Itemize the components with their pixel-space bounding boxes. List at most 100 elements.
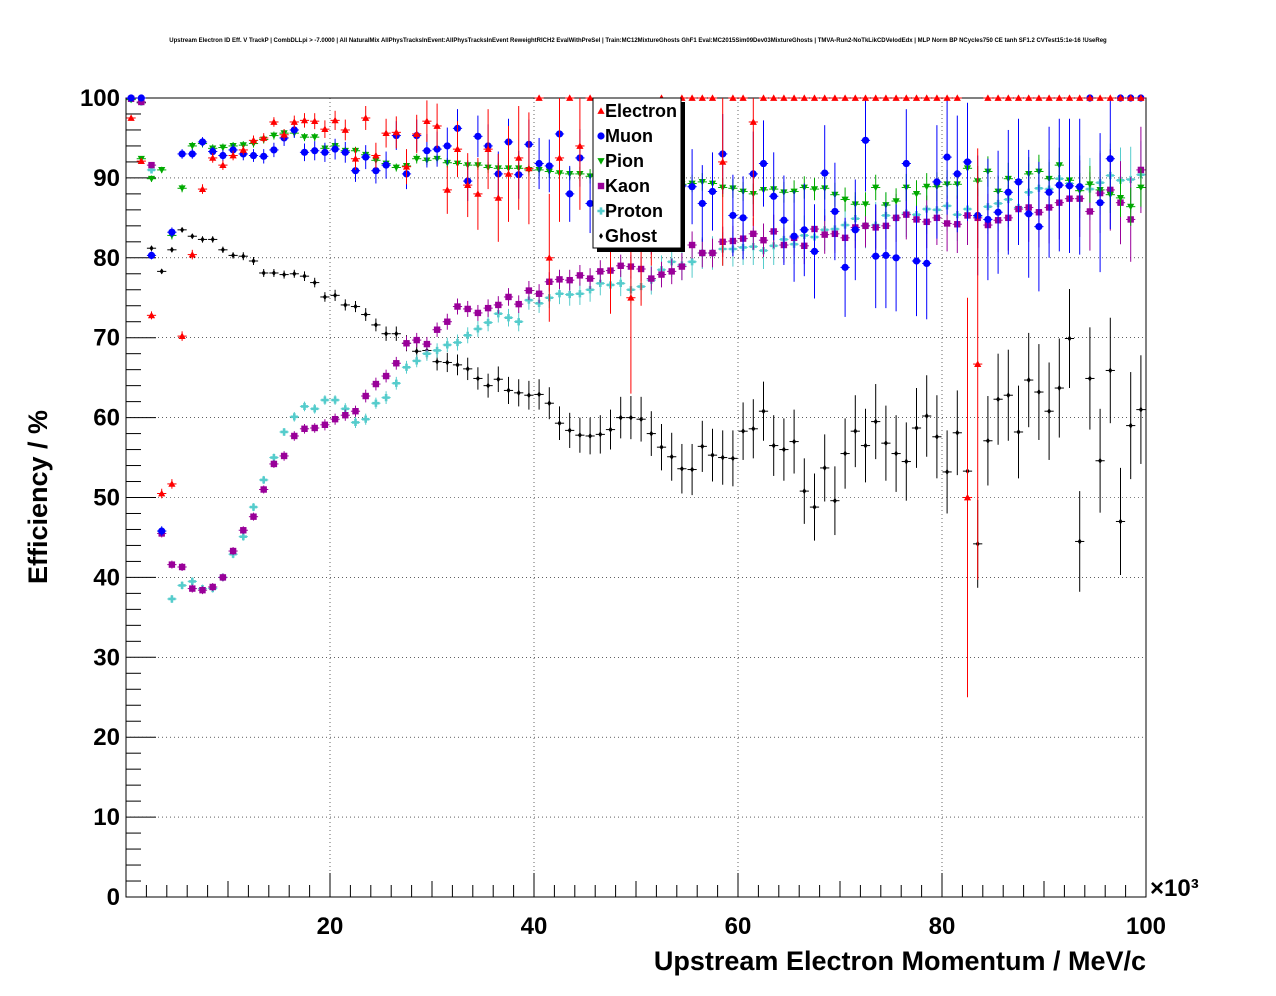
data-point <box>239 146 247 153</box>
data-point <box>261 269 266 276</box>
data-point <box>812 504 817 511</box>
data-point <box>821 169 829 177</box>
data-point <box>853 428 858 435</box>
data-point <box>382 129 390 137</box>
data-point <box>300 402 309 411</box>
data-point <box>1025 94 1033 101</box>
data-point <box>1065 94 1074 101</box>
data-point <box>321 125 329 133</box>
data-point <box>198 185 207 192</box>
data-point <box>433 145 441 153</box>
data-point <box>423 117 431 125</box>
data-point <box>249 151 258 160</box>
data-point <box>251 257 256 264</box>
data-point <box>780 216 788 224</box>
data-point <box>586 94 594 101</box>
data-point <box>872 184 880 192</box>
data-point <box>392 164 400 172</box>
data-point <box>168 595 176 603</box>
legend-box <box>592 97 682 249</box>
data-point <box>300 134 309 141</box>
data-point <box>953 94 961 101</box>
y-tick-label: 0 <box>107 884 120 911</box>
data-point <box>996 396 1001 403</box>
data-point <box>904 458 909 465</box>
data-point <box>453 338 462 347</box>
data-point <box>882 251 890 260</box>
data-point <box>372 151 380 159</box>
data-point <box>759 94 768 101</box>
data-point <box>231 252 236 259</box>
data-point <box>984 94 992 101</box>
data-point <box>229 547 237 555</box>
data-point <box>220 246 225 253</box>
data-point <box>188 150 196 158</box>
data-point <box>639 416 644 423</box>
data-point <box>363 311 368 318</box>
data-point <box>1138 406 1143 413</box>
data-point <box>545 162 553 170</box>
data-point <box>923 183 931 191</box>
data-point <box>302 273 307 280</box>
data-point <box>392 379 400 387</box>
data-point <box>219 574 227 581</box>
x-axis-title: Upstream Electron Momentum / MeV/c <box>654 946 1146 976</box>
data-point <box>484 145 492 153</box>
data-point <box>423 340 431 348</box>
data-point <box>1026 377 1031 384</box>
legend-marker <box>599 233 603 239</box>
data-point <box>535 299 543 307</box>
data-point <box>730 455 735 462</box>
data-point <box>127 114 135 121</box>
data-point <box>943 94 951 101</box>
legend-entry-muon: Muon <box>597 126 653 146</box>
data-point <box>761 408 766 415</box>
data-point <box>464 305 471 313</box>
data-point <box>649 430 654 437</box>
legend: Electron Muon Pion Kaon Proton Ghost <box>592 97 685 252</box>
data-point <box>1098 457 1103 464</box>
data-point <box>690 466 695 473</box>
data-point <box>688 258 696 266</box>
data-point <box>708 187 717 196</box>
data-point <box>790 94 798 101</box>
data-point <box>537 391 542 398</box>
data-point <box>270 453 278 462</box>
data-point <box>953 170 961 178</box>
data-point <box>688 241 696 249</box>
data-point <box>576 272 584 279</box>
data-point <box>810 94 819 101</box>
data-point <box>464 331 472 339</box>
data-point <box>516 389 521 396</box>
data-point <box>342 412 349 419</box>
data-point <box>495 301 502 309</box>
data-point <box>341 148 349 156</box>
data-point <box>566 190 574 198</box>
data-point <box>821 231 828 238</box>
data-point <box>147 251 156 260</box>
data-point <box>200 236 205 243</box>
data-point <box>861 94 870 101</box>
data-point <box>373 321 378 328</box>
data-point <box>178 581 186 589</box>
data-point <box>343 301 348 308</box>
data-point <box>352 408 359 415</box>
data-point <box>300 116 309 124</box>
data-point <box>1065 182 1074 190</box>
data-point <box>669 453 674 460</box>
data-point <box>1014 94 1023 101</box>
data-point <box>598 431 603 438</box>
data-point <box>270 460 278 468</box>
data-point <box>486 382 491 389</box>
data-point <box>341 126 349 133</box>
data-point <box>902 159 910 168</box>
data-point <box>168 561 176 568</box>
data-point <box>719 158 727 165</box>
legend-label: Pion <box>605 151 644 171</box>
data-point <box>892 94 900 101</box>
data-point <box>709 249 716 257</box>
data-point <box>933 94 941 101</box>
data-point <box>180 226 185 233</box>
data-point <box>362 153 370 161</box>
